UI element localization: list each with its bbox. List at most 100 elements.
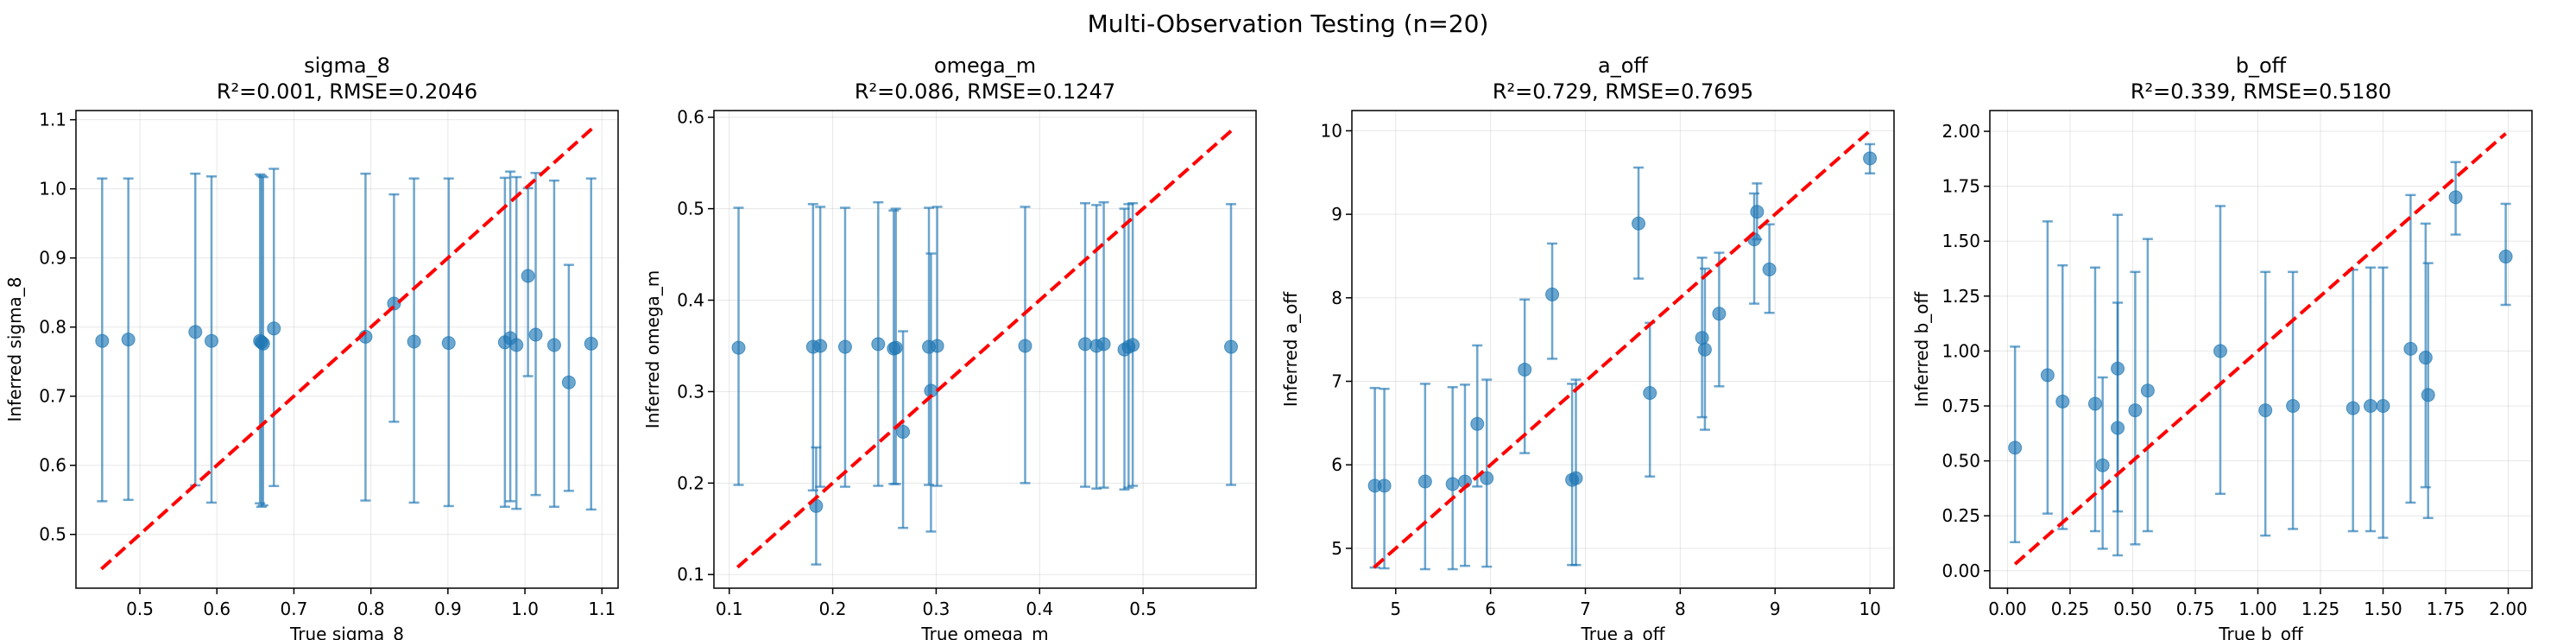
data-point <box>1697 342 1712 357</box>
x-tick-label: 1.0 <box>511 599 539 619</box>
data-point <box>837 339 852 354</box>
data-point <box>188 325 203 339</box>
x-axis-label: True omega_m <box>920 624 1048 640</box>
data-point <box>1223 339 1238 354</box>
x-tick-label: 0.4 <box>1026 599 1053 619</box>
y-axis-label: Inferred a_off <box>1280 291 1301 407</box>
y-tick-label: 8 <box>1331 288 1342 308</box>
data-point <box>896 425 911 440</box>
data-point <box>2286 399 2301 414</box>
data-point <box>2498 250 2513 264</box>
y-tick-label: 1.0 <box>39 179 66 200</box>
data-point <box>121 333 136 347</box>
data-point <box>528 327 543 342</box>
data-point <box>1377 478 1392 493</box>
x-tick-label: 2.00 <box>2489 599 2528 619</box>
x-tick-label: 0.2 <box>819 599 847 619</box>
data-point <box>2403 341 2418 356</box>
axes-frame <box>713 110 1257 589</box>
y-tick-label: 0.5 <box>39 524 66 545</box>
data-point <box>407 334 421 349</box>
data-point <box>2213 344 2227 358</box>
y-tick-label: 0.7 <box>39 386 66 407</box>
data-point <box>584 336 598 351</box>
subplot-sigma-8: sigma_8R²=0.001, RMSE=0.2046 0.5 0.6 0.7 0.8… <box>4 54 619 640</box>
data-point <box>2363 399 2377 414</box>
data-point <box>1750 205 1765 219</box>
data-point <box>387 296 401 311</box>
y-tick-label: 1.75 <box>1941 176 1980 197</box>
data-point <box>1445 477 1460 491</box>
data-point <box>1078 337 1093 352</box>
x-tick-label: 6 <box>1485 599 1496 619</box>
data-point <box>205 333 218 348</box>
y-tick-label: 0.6 <box>39 455 66 476</box>
x-tick-label: 0.1 <box>716 599 743 619</box>
y-tick-label: 1.50 <box>1941 231 1980 251</box>
y-tick-label: 0.6 <box>677 107 704 128</box>
x-tick-label: 0.00 <box>1988 599 2027 619</box>
subplot-metrics: R²=0.001, RMSE=0.2046 <box>217 79 477 104</box>
data-point <box>871 337 886 352</box>
data-point <box>930 339 944 353</box>
y-tick-label: 1.1 <box>39 110 66 130</box>
y-tick-label: 0.75 <box>1941 396 1980 416</box>
data-point <box>1470 416 1485 431</box>
x-tick-label: 1.1 <box>588 599 616 619</box>
subplot-title: omega_m <box>934 54 1036 78</box>
data-point <box>1126 338 1140 352</box>
x-tick-label: 0.5 <box>126 599 154 619</box>
axes-frame <box>1351 110 1895 589</box>
x-tick-label: 5 <box>1390 599 1401 619</box>
data-point <box>2040 368 2055 383</box>
subplot-title: b_off <box>2236 54 2287 78</box>
data-point <box>561 375 576 390</box>
y-axis-label: Inferred omega_m <box>642 270 663 428</box>
data-point <box>2418 351 2433 365</box>
y-tick-label: 0.2 <box>677 472 704 493</box>
axes-frame <box>1989 110 2533 589</box>
x-tick-label: 0.25 <box>2051 599 2090 619</box>
data-point <box>2055 394 2070 409</box>
y-tick-label: 0.50 <box>1941 451 1980 472</box>
x-tick-label: 0.6 <box>203 599 230 619</box>
identity-line <box>1373 129 1872 569</box>
y-tick-label: 10 <box>1321 120 1342 141</box>
x-tick-label: 1.00 <box>2238 599 2277 619</box>
data-point <box>2346 401 2360 415</box>
data-point <box>2140 383 2155 398</box>
data-point <box>1712 307 1727 321</box>
data-point <box>2448 190 2463 205</box>
y-tick-label: 7 <box>1331 371 1342 391</box>
data-point <box>267 321 281 336</box>
data-point <box>2421 388 2435 402</box>
y-tick-label: 2.00 <box>1941 121 1980 142</box>
data-point <box>731 340 746 355</box>
subplot-title: sigma_8 <box>304 54 390 78</box>
y-tick-label: 0.25 <box>1941 505 1980 526</box>
axes-frame <box>75 110 619 589</box>
data-point <box>1695 331 1709 345</box>
data-point <box>2087 396 2102 411</box>
x-tick-label: 0.3 <box>923 599 950 619</box>
x-tick-label: 0.8 <box>357 599 385 619</box>
y-axis-label: Inferred b_off <box>1911 290 1932 407</box>
y-tick-label: 0.1 <box>677 564 704 585</box>
data-point <box>521 269 535 283</box>
x-tick-label: 0.5 <box>1129 599 1157 619</box>
data-point <box>888 340 903 355</box>
data-point <box>546 338 561 352</box>
y-tick-label: 0.4 <box>677 290 704 311</box>
y-tick-label: 0.8 <box>39 317 66 338</box>
data-point <box>813 339 828 353</box>
data-point <box>1096 337 1111 352</box>
identity-line <box>100 125 596 571</box>
identity-line <box>736 130 1233 569</box>
data-point <box>1480 471 1494 485</box>
data-point <box>2111 361 2125 376</box>
data-point <box>1569 471 1583 485</box>
data-point <box>509 338 524 352</box>
subplot-metrics: R²=0.339, RMSE=0.5180 <box>2131 79 2391 104</box>
